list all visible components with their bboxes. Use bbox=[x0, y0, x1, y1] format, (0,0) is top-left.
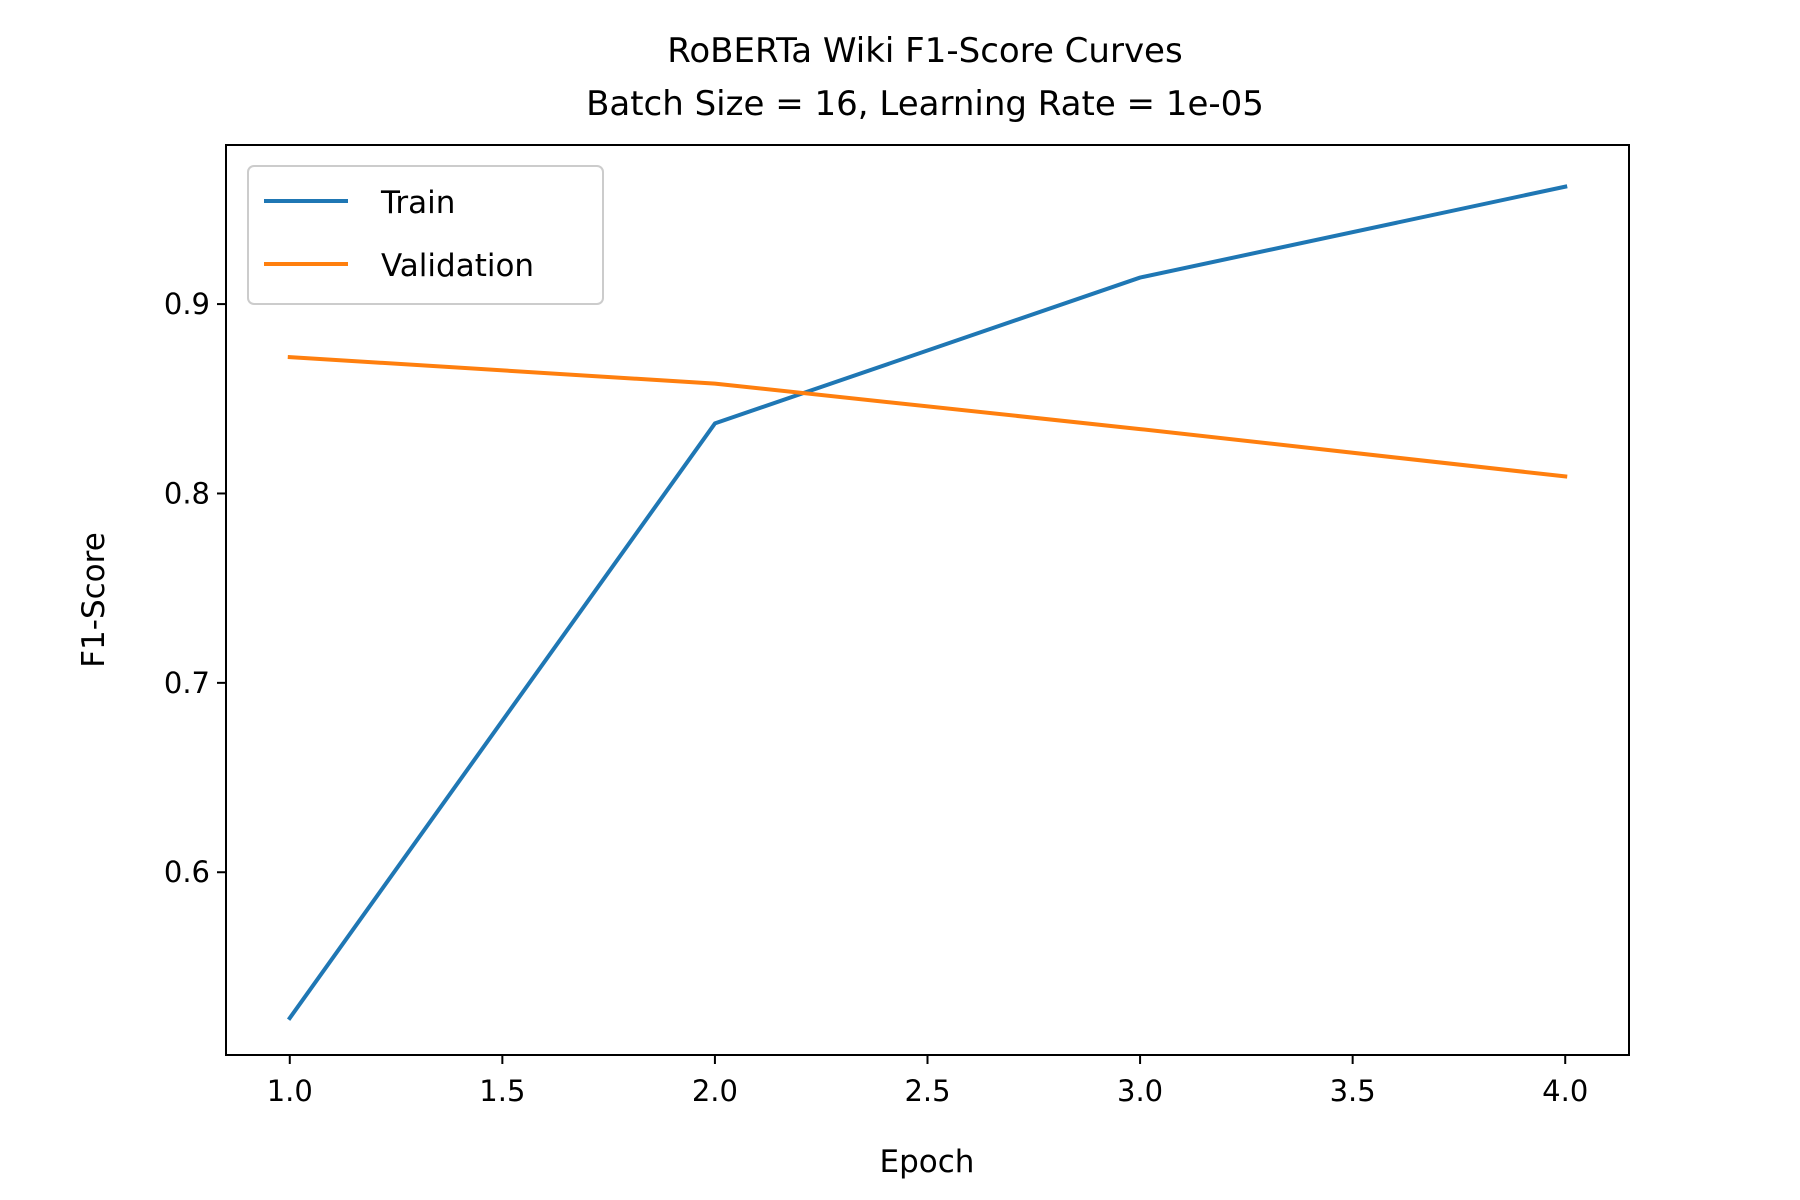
y-axis-label: F1-Score bbox=[76, 532, 112, 668]
legend-label-validation: Validation bbox=[381, 248, 534, 284]
x-tick-label: 2.5 bbox=[904, 1074, 950, 1108]
plot-frame bbox=[225, 144, 1630, 1056]
x-tick-label: 1.5 bbox=[479, 1074, 525, 1108]
chart-subtitle: Batch Size = 16, Learning Rate = 1e-05 bbox=[586, 84, 1264, 124]
x-tick-label: 3.5 bbox=[1330, 1074, 1376, 1108]
x-tick-label: 3.0 bbox=[1117, 1074, 1163, 1108]
x-tick-label: 2.0 bbox=[692, 1074, 738, 1108]
series-layer bbox=[286, 184, 1568, 1021]
y-tick-label: 0.7 bbox=[164, 666, 210, 700]
y-tick-label: 0.8 bbox=[164, 476, 210, 510]
x-tick-label: 4.0 bbox=[1542, 1074, 1588, 1108]
legend: Train Validation bbox=[247, 165, 604, 305]
series-line-validation bbox=[287, 354, 1568, 479]
chart-title: RoBERTa Wiki F1-Score Curves bbox=[667, 31, 1182, 71]
series-line-train bbox=[286, 184, 1568, 1021]
x-axis-label: Epoch bbox=[880, 1144, 975, 1180]
y-tick-label: 0.9 bbox=[164, 287, 210, 321]
legend-label-train: Train bbox=[380, 185, 455, 221]
tick-layer: 1.0 1.5 2.0 2.5 3.0 3.5 4.0 0.6 0.7 0.8 0.9 bbox=[164, 287, 1588, 1108]
x-tick-label: 1.0 bbox=[267, 1074, 313, 1108]
y-tick-label: 0.6 bbox=[164, 855, 210, 889]
